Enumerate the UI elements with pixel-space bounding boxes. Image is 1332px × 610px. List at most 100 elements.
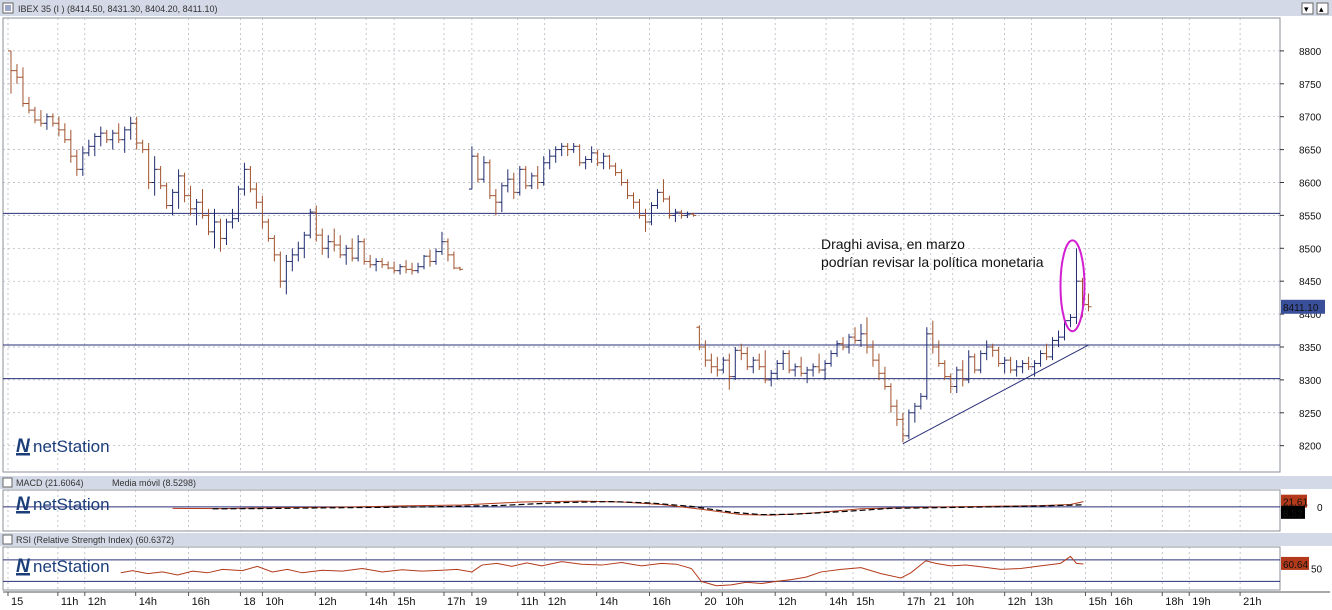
ohlc-bar xyxy=(690,212,697,217)
ohlc-bar xyxy=(941,360,948,380)
ohlc-bar xyxy=(223,218,230,245)
ohlc-bar xyxy=(265,218,272,242)
ohlc-bar xyxy=(1013,360,1020,377)
maximize-icon[interactable]: ▴ xyxy=(1319,4,1324,14)
ohlc-bar xyxy=(79,146,86,176)
ohlc-bar xyxy=(229,208,236,229)
ohlc-bar xyxy=(1055,330,1062,347)
ohlc-bar xyxy=(642,208,649,232)
ohlc-bar xyxy=(648,202,655,226)
price-y-tick-label: 8700 xyxy=(1299,113,1322,124)
x-tick-label: 11h xyxy=(61,596,79,608)
ohlc-bar xyxy=(678,210,685,219)
ohlc-bar xyxy=(953,366,960,394)
ohlc-bar xyxy=(654,189,661,209)
ohlc-bar xyxy=(600,152,607,170)
ohlc-bar xyxy=(504,169,511,193)
x-tick-label: 18h xyxy=(1165,596,1183,608)
highlight-ellipse xyxy=(1059,239,1086,333)
x-tick-label: 14h xyxy=(600,596,618,608)
ohlc-bar xyxy=(361,238,368,265)
x-tick-label: 15h xyxy=(1088,596,1106,608)
ohlc-bar xyxy=(1025,356,1032,371)
ohlc-bar xyxy=(157,166,164,190)
ohlc-bar xyxy=(1001,356,1008,374)
ohlc-bar xyxy=(67,129,74,163)
ohlc-bar xyxy=(259,195,266,229)
price-y-tick-label: 8800 xyxy=(1299,47,1322,58)
ohlc-bar xyxy=(726,353,733,390)
ohlc-bar xyxy=(145,143,152,190)
x-tick-label: 18 xyxy=(243,596,255,608)
ohlc-bar xyxy=(965,350,972,384)
ohlc-bar xyxy=(121,126,128,153)
x-tick-label: 21 xyxy=(934,596,946,608)
ohlc-bar xyxy=(971,353,978,374)
macd-panel-title: MACD (21.6064) xyxy=(16,478,84,488)
price-panel-title: IBEX 35 (I ) (8414.50, 8431.30, 8404.20,… xyxy=(18,4,217,14)
ohlc-bar xyxy=(19,67,26,107)
ohlc-bar xyxy=(426,249,433,267)
ohlc-bar xyxy=(857,323,864,347)
ohlc-bar xyxy=(989,343,996,357)
ohlc-bar xyxy=(169,189,176,216)
x-tick-label: 12h xyxy=(778,596,796,608)
ohlc-bar xyxy=(630,192,637,209)
ohlc-bar xyxy=(247,166,254,193)
ohlc-bar xyxy=(7,50,14,94)
ohlc-bar xyxy=(869,340,876,367)
price-y-tick-label: 8250 xyxy=(1299,409,1322,420)
macd-signal-line xyxy=(212,500,1084,516)
ohlc-bar xyxy=(708,353,715,374)
ohlc-bar xyxy=(25,96,32,114)
ohlc-bar xyxy=(798,356,805,377)
price-y-tick-label: 8550 xyxy=(1299,211,1322,222)
price-y-tick-label: 8650 xyxy=(1299,146,1322,157)
ohlc-bar xyxy=(85,139,92,157)
ohlc-bar xyxy=(241,162,248,196)
ohlc-bar xyxy=(498,182,505,213)
ohlc-bar xyxy=(133,116,140,150)
ohlc-bar xyxy=(792,363,799,377)
ohlc-bar xyxy=(1067,314,1074,328)
ohlc-bar xyxy=(193,198,200,226)
ohlc-bar xyxy=(421,254,428,270)
macd-panel-subtitle: Media móvil (8.5298) xyxy=(112,478,196,488)
ohlc-bar xyxy=(277,251,284,288)
ohlc-bar xyxy=(947,373,954,394)
ohlc-bar xyxy=(774,360,781,380)
ohlc-bar xyxy=(768,370,775,387)
last-price-badge xyxy=(1281,299,1325,314)
macd-y-tick-label: 0 xyxy=(1317,503,1323,514)
ohlc-bar xyxy=(97,126,104,147)
x-axis-band xyxy=(0,592,1332,610)
ohlc-bar xyxy=(720,356,727,374)
ohlc-bar xyxy=(522,166,529,190)
ohlc-bar xyxy=(456,266,463,271)
ohlc-bar xyxy=(558,143,565,157)
ohlc-bar xyxy=(828,350,835,367)
trend-line xyxy=(902,344,1089,445)
ohlc-bar xyxy=(977,350,984,374)
ohlc-bar xyxy=(43,113,50,130)
logo-mark-icon: N xyxy=(16,494,31,515)
ohlc-bar xyxy=(672,208,679,222)
ohlc-bar xyxy=(31,106,38,124)
ohlc-bar xyxy=(151,156,158,196)
ohlc-bar xyxy=(1043,343,1050,361)
ohlc-bar xyxy=(438,231,445,255)
ohlc-bar xyxy=(1007,356,1014,374)
ohlc-bar xyxy=(199,189,206,219)
minimize-icon[interactable]: ▾ xyxy=(1304,4,1309,14)
ohlc-bar xyxy=(13,64,20,84)
x-tick-label: 10h xyxy=(956,596,974,608)
x-tick-label: 17h xyxy=(447,596,465,608)
x-tick-label: 14h xyxy=(369,596,387,608)
price-window-controls[interactable]: ▾ ▴ xyxy=(1301,2,1329,15)
ohlc-bar xyxy=(863,317,870,354)
x-tick-label: 20 xyxy=(704,596,716,608)
ohlc-bar xyxy=(929,320,936,354)
